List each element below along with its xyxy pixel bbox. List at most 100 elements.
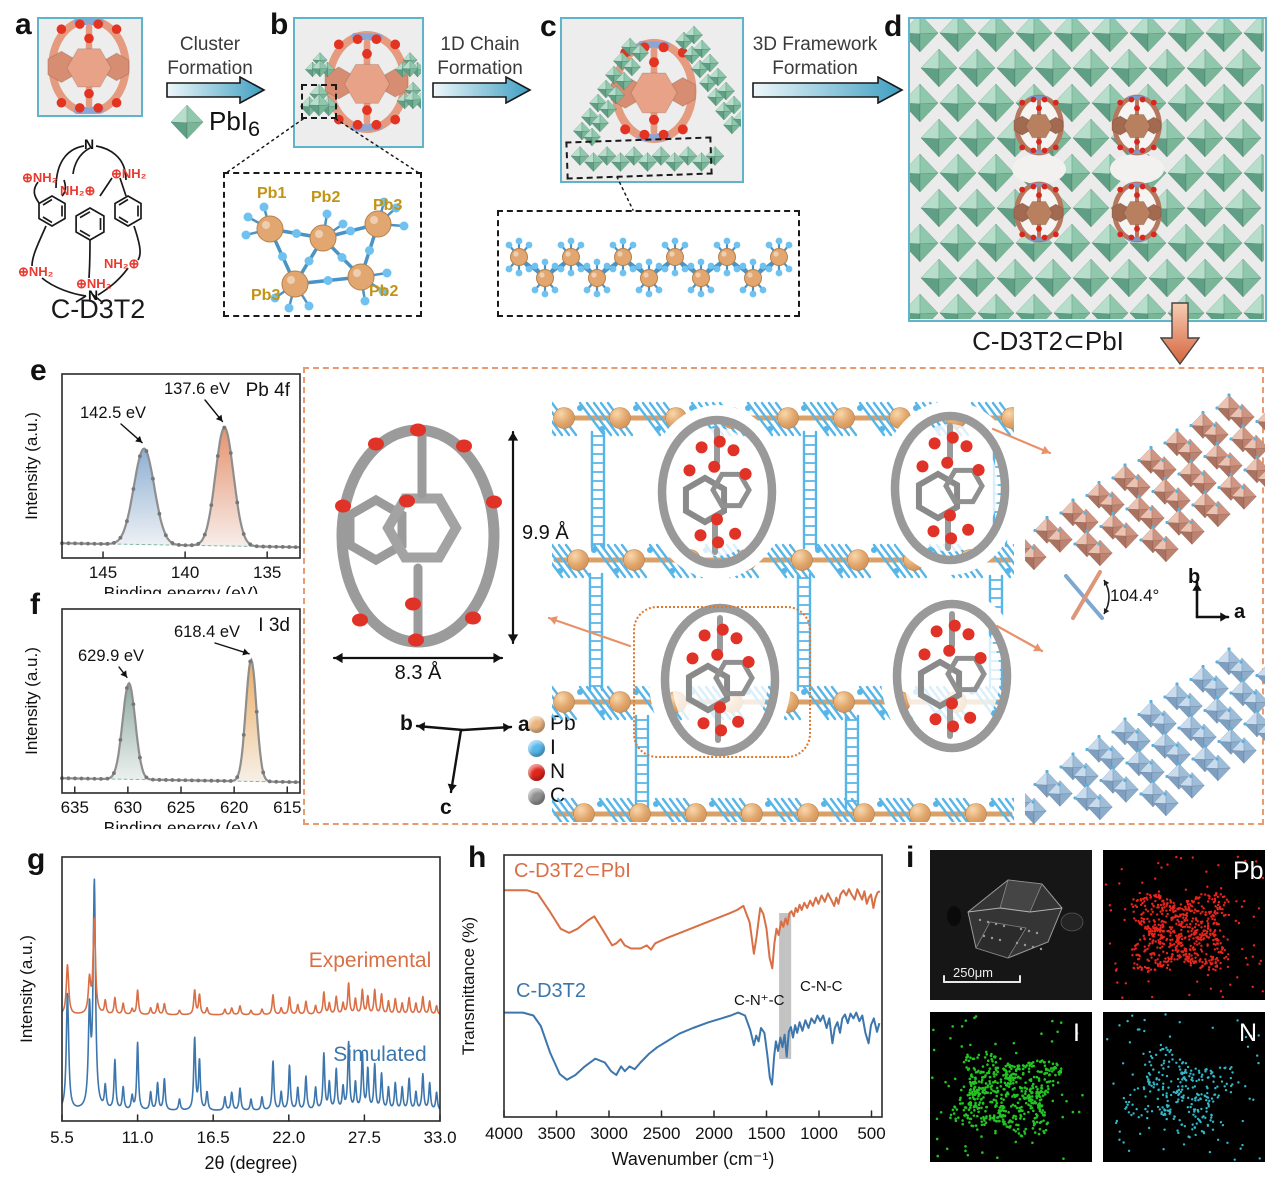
svg-text:Wavenumber (cm⁻¹): Wavenumber (cm⁻¹)	[612, 1149, 775, 1169]
map-pb-label: Pb	[1233, 857, 1264, 885]
pb2-label: Pb2	[311, 189, 340, 206]
chem-structure-drawing: N ⊕NH₂ NH₂⊕ ⊕NH₂ ⊕NH₂ NH₂⊕ ⊕NH₂ N	[18, 136, 147, 303]
step1-line2: Formation	[167, 57, 253, 79]
step2-line2: Formation	[437, 57, 523, 79]
nh2-label-1: ⊕NH₂	[22, 170, 58, 185]
scale-bar-label: 250μm	[953, 965, 994, 980]
step2-arrow	[432, 76, 532, 104]
n-top-label: N	[84, 136, 94, 152]
axis-b2-label: b	[1188, 566, 1201, 588]
svg-text:1000: 1000	[800, 1124, 838, 1143]
svg-text:Intensity (a.u.): Intensity (a.u.)	[25, 647, 41, 755]
legend-i-label: I	[550, 736, 556, 759]
svg-text:137.6 eV: 137.6 eV	[164, 380, 230, 398]
svg-text:2000: 2000	[695, 1124, 733, 1143]
nh2-label-5: NH₂⊕	[104, 256, 139, 271]
nh2-label-6: ⊕NH₂	[76, 276, 112, 291]
panel-c-box	[560, 17, 744, 183]
panel-c-label: c	[540, 10, 557, 43]
interchain-angle-label: 104.4°	[1110, 586, 1160, 605]
svg-text:Intensity (a.u.): Intensity (a.u.)	[25, 412, 41, 520]
svg-text:Intensity (a.u.): Intensity (a.u.)	[20, 935, 36, 1043]
panel-i-label: i	[906, 841, 915, 874]
step1-line1: Cluster	[179, 34, 241, 55]
step2-label: 1D Chain Formation	[428, 33, 532, 81]
step3-arrow	[752, 76, 904, 104]
step3-line2: Formation	[772, 57, 858, 79]
chain-inset	[497, 210, 800, 317]
macrocycle-stick-model	[335, 423, 502, 648]
svg-text:Binding energy (eV): Binding energy (eV)	[104, 583, 259, 594]
pbi6-label: PbI6	[209, 106, 260, 142]
main-structure-box	[303, 367, 1264, 825]
panel-a-label: a	[15, 8, 32, 41]
axis-c-label: c	[440, 796, 452, 819]
svg-text:33.0: 33.0	[423, 1128, 456, 1147]
i-atom-icon	[528, 739, 545, 757]
panel-h-label: h	[468, 841, 487, 874]
product-caption: C-D3T2⊂PbI	[972, 326, 1124, 356]
pxrd-chart: 5.5 11.0 16.5 22.0 27.5 33.0 2θ (degree) Intens…	[20, 845, 462, 1173]
pbi6-octahedron-icon	[171, 104, 204, 140]
axis-a-label: a	[518, 713, 530, 736]
axis-a2-label: a	[1234, 601, 1246, 623]
svg-text:Simulated: Simulated	[333, 1043, 426, 1066]
step3-line1: 3D Framework	[752, 34, 878, 55]
svg-text:I 3d: I 3d	[258, 615, 290, 636]
pb-cluster-inset: Pb1 Pb2 Pb3 Pb3 Pb2	[223, 172, 422, 317]
c-atom-icon	[528, 787, 545, 805]
svg-text:4000: 4000	[485, 1124, 523, 1143]
pbi6-base: PbI	[209, 106, 249, 136]
pb1-label: Pb1	[257, 185, 286, 202]
skeleton-bonds	[31, 145, 142, 303]
macrocycle-with-chains	[570, 25, 741, 173]
n-atom-icon	[528, 763, 545, 781]
svg-text:615: 615	[273, 798, 301, 817]
svg-text:C-N⁺-C: C-N⁺-C	[734, 992, 785, 1009]
chain-zoom-source-box	[565, 136, 713, 180]
xps-pb4f-chart: 145 140 135 Binding energy (eV) Intensity (a…	[25, 362, 310, 594]
pb2b-label: Pb2	[369, 283, 398, 300]
legend-row-n: N	[528, 760, 576, 784]
svg-text:22.0: 22.0	[272, 1128, 305, 1147]
svg-text:625: 625	[167, 798, 195, 817]
nh2-label-3: ⊕NH₂	[111, 166, 147, 181]
panel-d-label: d	[884, 10, 903, 43]
ftir-chart: 4000 3500 3000 2500 2000 1500 1000 500 Wavenumbe…	[462, 845, 890, 1173]
step3-label: 3D Framework Formation	[748, 33, 882, 81]
svg-text:C-D3T2: C-D3T2	[516, 980, 586, 1002]
legend-row-i: I	[528, 736, 576, 760]
n-bottom-label: N	[88, 287, 98, 303]
height-dimension-label: 9.9 Å	[522, 522, 569, 544]
panel-g-label: g	[27, 843, 46, 876]
svg-text:Binding energy (eV): Binding energy (eV)	[104, 818, 259, 829]
svg-text:Transmittance (%): Transmittance (%)	[462, 917, 478, 1055]
svg-text:C-N-C: C-N-C	[800, 978, 843, 995]
svg-text:629.9 eV: 629.9 eV	[78, 647, 144, 665]
xps-i3d-chart: 635 630 625 620 615 Binding energy (eV) Intens…	[25, 597, 310, 829]
svg-text:500: 500	[857, 1124, 885, 1143]
step2-line1: 1D Chain	[440, 34, 520, 55]
step1-arrow	[166, 76, 266, 104]
panel-d-box	[908, 17, 1267, 322]
svg-text:3000: 3000	[590, 1124, 628, 1143]
pb-atom-icon	[528, 715, 545, 733]
svg-text:1500: 1500	[748, 1124, 786, 1143]
svg-text:Pb 4f: Pb 4f	[246, 380, 291, 401]
eds-map-pb	[1103, 850, 1265, 1000]
svg-text:135: 135	[253, 563, 281, 582]
blue-octahedra-chains	[1025, 647, 1265, 825]
molecule-caption: C-D3T2	[50, 294, 146, 324]
down-arrow	[1160, 302, 1201, 366]
svg-text:2θ (degree): 2θ (degree)	[204, 1153, 297, 1173]
macrocycle-with-clusters	[299, 31, 421, 133]
svg-text:5.5: 5.5	[50, 1128, 74, 1147]
svg-text:620: 620	[220, 798, 248, 817]
svg-text:3500: 3500	[538, 1124, 576, 1143]
crystal-packing-model	[552, 401, 1014, 822]
panel-f-label: f	[30, 588, 40, 621]
sem-image	[930, 850, 1092, 1000]
svg-text:630: 630	[114, 798, 142, 817]
svg-text:142.5 eV: 142.5 eV	[80, 404, 146, 422]
pbi6-sub: 6	[248, 116, 261, 142]
